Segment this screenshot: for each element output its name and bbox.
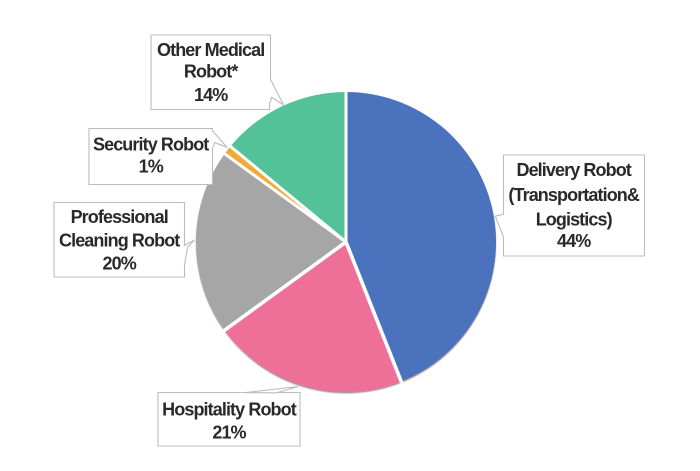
svg-text:1%: 1% — [139, 157, 164, 177]
svg-text:14%: 14% — [194, 85, 228, 105]
svg-text:(Transportation&: (Transportation& — [508, 185, 640, 205]
svg-text:Delivery Robot: Delivery Robot — [516, 160, 631, 180]
svg-text:Cleaning Robot: Cleaning Robot — [59, 231, 180, 251]
svg-text:Logistics): Logistics) — [536, 210, 613, 230]
svg-text:44%: 44% — [557, 231, 591, 251]
svg-text:21%: 21% — [212, 423, 246, 443]
svg-text:Robot*: Robot* — [184, 62, 238, 82]
svg-text:Hospitality Robot: Hospitality Robot — [162, 399, 297, 419]
svg-text:Professional: Professional — [71, 207, 168, 227]
svg-text:Security Robot: Security Robot — [93, 135, 209, 155]
svg-text:20%: 20% — [103, 254, 137, 274]
svg-text:Other Medical: Other Medical — [157, 40, 264, 60]
